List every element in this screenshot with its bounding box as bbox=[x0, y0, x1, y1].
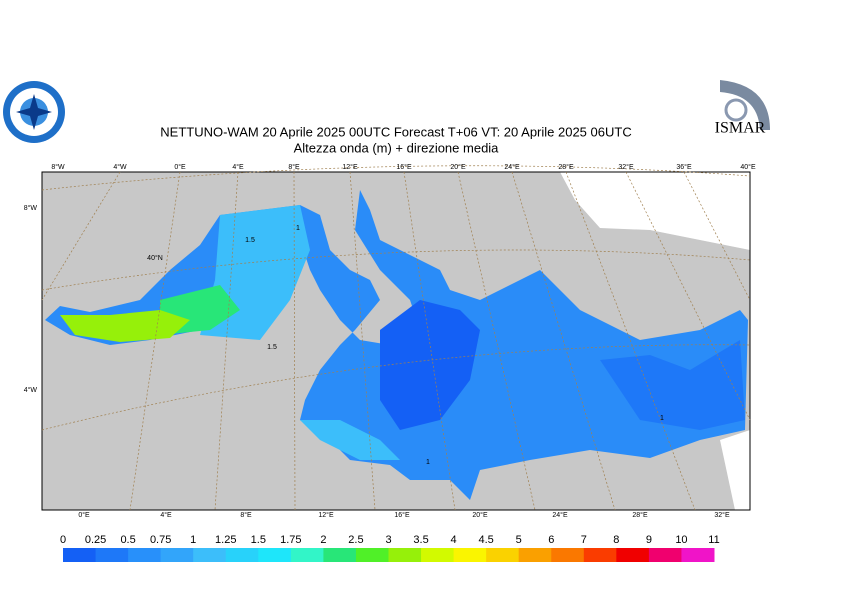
colorbar-swatch bbox=[193, 548, 227, 562]
colorbar-swatch bbox=[258, 548, 292, 562]
colorbar-label: 0.75 bbox=[150, 534, 171, 546]
colorbar-label: 3 bbox=[385, 534, 391, 546]
colorbar-label: 8 bbox=[613, 534, 619, 546]
lon-label: 32°E bbox=[714, 511, 730, 519]
lon-label: 24°E bbox=[504, 163, 520, 171]
lon-label: 4°W bbox=[113, 163, 127, 171]
colorbar-label: 3.5 bbox=[413, 534, 428, 546]
colorbar-label: 9 bbox=[646, 534, 652, 546]
colorbar-swatch bbox=[551, 548, 585, 562]
lat-label: 8°W bbox=[24, 204, 38, 212]
lon-label: 40°E bbox=[740, 163, 756, 171]
subtitle: Altezza onda (m) + direzione media bbox=[294, 140, 500, 155]
colorbar-label: 0.25 bbox=[85, 534, 106, 546]
lon-label: 4°E bbox=[232, 163, 244, 171]
colorbar-swatch bbox=[323, 548, 357, 562]
logo-right: ISMAR bbox=[708, 78, 770, 140]
colorbar-swatch bbox=[128, 548, 162, 562]
colorbar-label: 1.5 bbox=[251, 534, 266, 546]
lon-label: 20°E bbox=[472, 511, 488, 519]
lat-label: 40°N bbox=[147, 254, 163, 262]
colorbar-swatch bbox=[355, 548, 389, 562]
contour-label: 1.5 bbox=[267, 344, 277, 351]
lon-label: 32°E bbox=[618, 163, 634, 171]
colorbar-label: 4 bbox=[451, 534, 457, 546]
colorbar-label: 4.5 bbox=[479, 534, 494, 546]
colorbar-swatch bbox=[583, 548, 617, 562]
contour-label: 1 bbox=[660, 415, 664, 422]
lon-label: 16°E bbox=[394, 511, 410, 519]
lon-label: 8°E bbox=[240, 511, 252, 519]
colorbar-swatch bbox=[486, 548, 520, 562]
colorbar-label: 6 bbox=[548, 534, 554, 546]
colorbar-label: 2.5 bbox=[348, 534, 363, 546]
colorbar-swatch bbox=[63, 548, 97, 562]
lon-label: 12°E bbox=[342, 163, 358, 171]
colorbar-swatch bbox=[616, 548, 650, 562]
lon-label: 20°E bbox=[450, 163, 466, 171]
lon-label: 28°E bbox=[558, 163, 574, 171]
colorbar-swatch bbox=[681, 548, 715, 562]
colorbar-label: 1.25 bbox=[215, 534, 236, 546]
colorbar-swatch bbox=[453, 548, 487, 562]
colorbar-label: 0 bbox=[60, 534, 66, 546]
colorbar-swatch bbox=[225, 548, 259, 562]
colorbar-swatch bbox=[160, 548, 194, 562]
colorbar-swatch bbox=[95, 548, 129, 562]
lat-label: 4°W bbox=[24, 386, 38, 394]
colorbar-label: 1.75 bbox=[280, 534, 301, 546]
colorbar-swatch bbox=[648, 548, 682, 562]
title: NETTUNO-WAM 20 Aprile 2025 00UTC Forecas… bbox=[160, 124, 631, 139]
lon-label: 4°E bbox=[160, 511, 172, 519]
lon-label: 0°E bbox=[174, 163, 186, 171]
colorbar-swatch bbox=[290, 548, 324, 562]
colorbar-swatch bbox=[518, 548, 552, 562]
colorbar-swatch bbox=[388, 548, 422, 562]
lon-label: 8°E bbox=[288, 163, 300, 171]
lon-label: 24°E bbox=[552, 511, 568, 519]
lon-label: 36°E bbox=[676, 163, 692, 171]
colorbar-label: 2 bbox=[320, 534, 326, 546]
contour-label: 1 bbox=[296, 225, 300, 232]
logo-left bbox=[3, 81, 65, 143]
lon-label: 0°E bbox=[78, 511, 90, 519]
colorbar-label: 5 bbox=[516, 534, 522, 546]
lon-label: 16°E bbox=[396, 163, 412, 171]
lon-label: 28°E bbox=[632, 511, 648, 519]
contour-label: 1.5 bbox=[245, 237, 255, 244]
colorbar-swatch bbox=[421, 548, 455, 562]
map bbox=[41, 165, 751, 511]
colorbar-label: 11 bbox=[708, 534, 719, 546]
colorbar-label: 7 bbox=[581, 534, 587, 546]
lon-label: 8°W bbox=[51, 163, 65, 171]
colorbar-label: 0.5 bbox=[120, 534, 135, 546]
logo-text: ISMAR bbox=[715, 120, 766, 137]
colorbar-label: 1 bbox=[190, 534, 196, 546]
contour-label: 1 bbox=[426, 459, 430, 466]
lon-label: 12°E bbox=[318, 511, 334, 519]
colorbar-label: 10 bbox=[675, 534, 687, 546]
